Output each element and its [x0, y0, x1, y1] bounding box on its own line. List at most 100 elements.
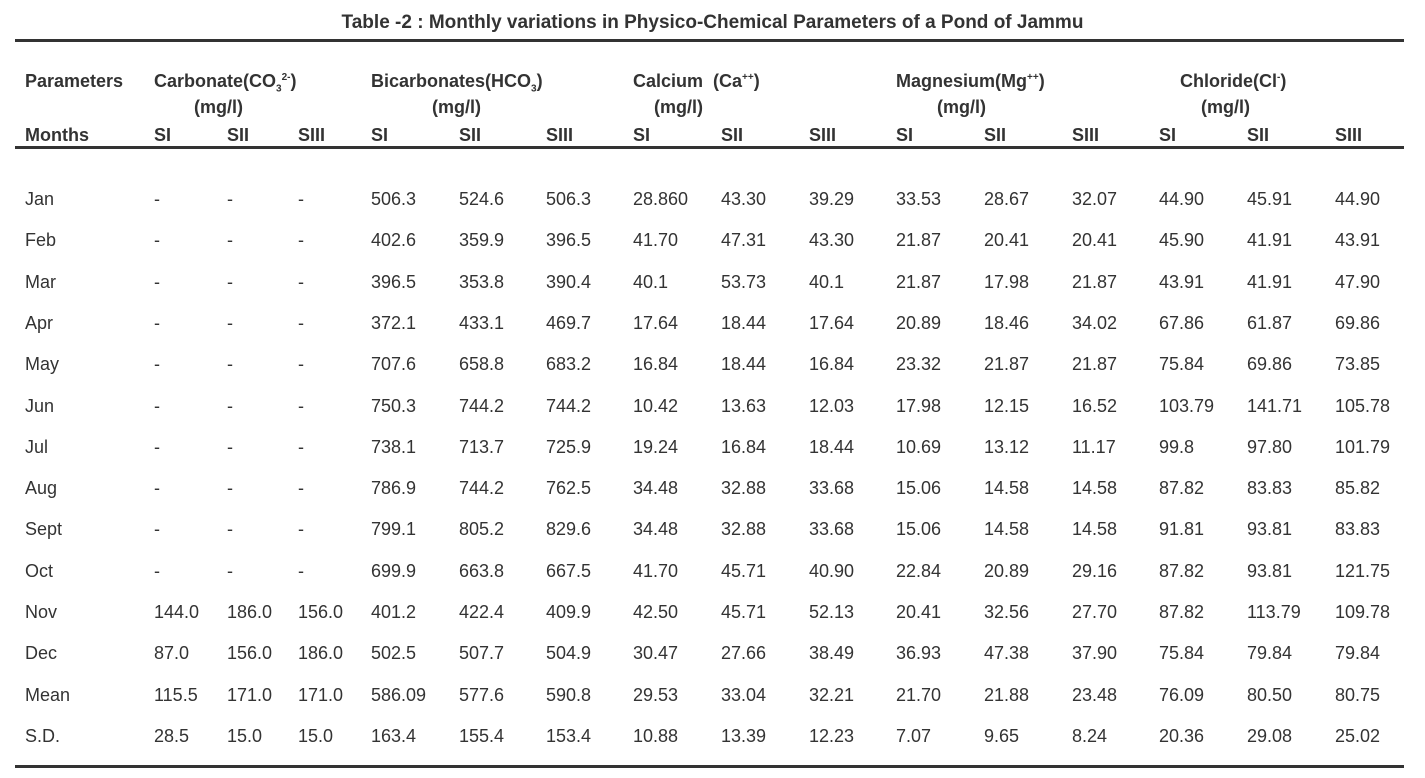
value-cell: 44.90 [1159, 189, 1205, 209]
value-cell: 17.64 [809, 313, 855, 333]
value-cell: 20.89 [984, 561, 1030, 581]
value-cell: 829.6 [546, 519, 592, 539]
value-cell: - [298, 354, 304, 374]
value-cell: 38.49 [809, 643, 855, 663]
value-cell: 32.88 [721, 519, 767, 539]
value-cell: 171.0 [227, 685, 273, 705]
group-label-sup: 2- [281, 72, 291, 83]
value-cell: 115.5 [154, 685, 198, 705]
value-cell: 577.6 [459, 685, 505, 705]
month-cell: May [25, 354, 60, 374]
value-cell: - [227, 272, 233, 292]
value-cell: 171.0 [298, 685, 344, 705]
value-cell: 409.9 [546, 602, 592, 622]
value-cell: 34.48 [633, 519, 679, 539]
value-cell: - [227, 561, 233, 581]
value-cell: 699.9 [371, 561, 417, 581]
month-cell: Aug [25, 478, 58, 498]
value-cell: 23.48 [1072, 685, 1118, 705]
value-cell: 15.06 [896, 519, 942, 539]
group-label-sup: - [1277, 72, 1281, 83]
value-cell: 27.70 [1072, 602, 1118, 622]
value-cell: 61.87 [1247, 313, 1293, 333]
group-label-main: Chloride(Cl [1180, 71, 1277, 91]
value-cell: 42.50 [633, 602, 679, 622]
value-cell: 16.84 [721, 437, 767, 457]
month-cell: Feb [25, 230, 57, 250]
value-cell: 79.84 [1335, 643, 1381, 663]
value-cell: 75.84 [1159, 643, 1205, 663]
value-cell: 20.89 [896, 313, 942, 333]
value-cell: 469.7 [546, 313, 592, 333]
value-cell: 17.98 [896, 396, 942, 416]
group-label-end: ) [536, 71, 543, 91]
month-cell: Jul [25, 437, 49, 457]
value-cell: 524.6 [459, 189, 505, 209]
value-cell: 19.24 [633, 437, 679, 457]
value-cell: 25.02 [1335, 726, 1381, 746]
value-cell: 103.79 [1159, 396, 1215, 416]
value-cell: - [227, 519, 233, 539]
value-cell: 22.84 [896, 561, 942, 581]
value-cell: 67.86 [1159, 313, 1205, 333]
group-label-main: Bicarbonates(HCO [371, 71, 532, 91]
group-header-calcium: Calcium (Ca++) [633, 70, 760, 92]
value-cell: 45.91 [1247, 189, 1293, 209]
month-cell: Jun [25, 396, 55, 416]
value-cell: 29.16 [1072, 561, 1118, 581]
station-header: SIII [1072, 125, 1100, 145]
value-cell: 80.75 [1335, 685, 1381, 705]
value-cell: 713.7 [459, 437, 505, 457]
value-cell: - [154, 561, 160, 581]
value-cell: 113.79 [1247, 602, 1301, 622]
value-cell: 16.84 [809, 354, 855, 374]
value-cell: 507.7 [459, 643, 505, 663]
value-cell: 37.90 [1072, 643, 1118, 663]
value-cell: - [298, 478, 304, 498]
value-cell: 75.84 [1159, 354, 1205, 374]
value-cell: 41.70 [633, 230, 679, 250]
value-cell: 121.75 [1335, 561, 1391, 581]
value-cell: 41.91 [1247, 230, 1293, 250]
value-cell: 33.68 [809, 519, 855, 539]
value-cell: - [154, 437, 160, 457]
value-cell: 40.1 [633, 272, 669, 292]
value-cell: - [298, 313, 304, 333]
value-cell: - [227, 396, 233, 416]
value-cell: 53.73 [721, 272, 767, 292]
value-cell: 40.1 [809, 272, 845, 292]
value-cell: 16.52 [1072, 396, 1118, 416]
group-label-sup: ++ [1027, 72, 1039, 83]
value-cell: 14.58 [984, 519, 1030, 539]
value-cell: 504.9 [546, 643, 592, 663]
value-cell: 87.82 [1159, 602, 1205, 622]
station-header: SIII [298, 125, 326, 145]
header-rule [15, 146, 1404, 149]
value-cell: 744.2 [459, 478, 505, 498]
month-cell: Apr [25, 313, 54, 333]
value-cell: 32.21 [809, 685, 855, 705]
value-cell: 105.78 [1335, 396, 1391, 416]
value-cell: 14.58 [1072, 478, 1118, 498]
value-cell: - [298, 437, 304, 457]
value-cell: - [154, 396, 160, 416]
value-cell: - [298, 230, 304, 250]
value-cell: 29.08 [1247, 726, 1293, 746]
station-header: SII [984, 125, 1007, 145]
value-cell: 12.23 [809, 726, 855, 746]
value-cell: 16.84 [633, 354, 679, 374]
value-cell: 10.69 [896, 437, 942, 457]
month-cell: Mar [25, 272, 56, 292]
value-cell: 43.30 [721, 189, 767, 209]
value-cell: 17.64 [633, 313, 679, 333]
value-cell: 28.5 [154, 726, 190, 746]
group-header-bicarbonates: Bicarbonates(HCO3) [371, 70, 543, 94]
value-cell: 47.31 [721, 230, 767, 250]
station-header: SI [154, 125, 172, 145]
value-cell: 667.5 [546, 561, 592, 581]
value-cell: 41.91 [1247, 272, 1293, 292]
value-cell: 762.5 [546, 478, 592, 498]
value-cell: 658.8 [459, 354, 505, 374]
value-cell: 663.8 [459, 561, 505, 581]
value-cell: 20.41 [896, 602, 942, 622]
